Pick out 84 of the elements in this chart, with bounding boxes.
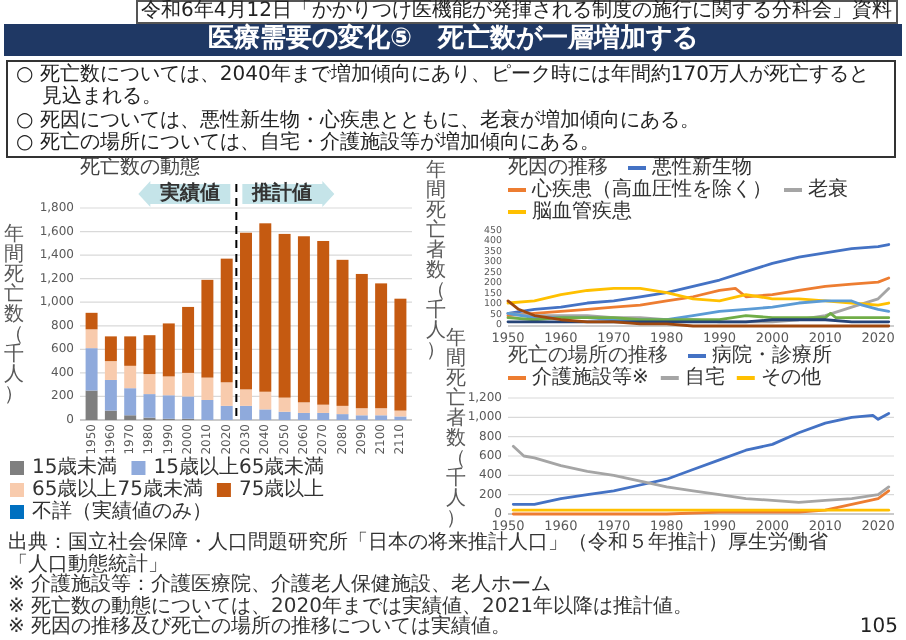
bar <box>278 397 291 412</box>
line-series <box>506 243 891 315</box>
legend-label: 病院・診療所 <box>712 343 832 367</box>
bar <box>240 405 252 420</box>
bar <box>375 408 388 416</box>
bar <box>220 382 233 406</box>
bar <box>143 335 156 375</box>
bar <box>220 258 233 383</box>
line-series <box>511 444 891 504</box>
bar <box>355 408 368 416</box>
bar <box>162 323 175 377</box>
text: ※ 介護施設等：介護医療院、介護老人保健施設、老人ホーム <box>8 574 552 596</box>
text: 推計値 <box>250 181 313 205</box>
legend-label: 脳血管疾患 <box>532 199 632 223</box>
bar <box>85 312 98 330</box>
bar <box>162 395 175 419</box>
bar <box>201 399 214 420</box>
text: 105 <box>859 616 898 638</box>
text: ○ 死因については、悪性新生物・心疾患とともに、老衰が増加傾向にある。 <box>16 109 702 132</box>
bar <box>143 374 156 395</box>
bar <box>162 376 175 396</box>
bar <box>85 329 98 349</box>
bar <box>297 412 310 420</box>
text: 医療需要の変化⑤ 死亡数が一層増加する <box>4 24 902 56</box>
chart-title: 死因の推移 <box>508 155 608 179</box>
bar <box>201 279 214 378</box>
legend-label: 15歳以上65歳未満 <box>153 455 325 479</box>
bar <box>201 377 214 400</box>
bar <box>104 410 117 420</box>
line-series <box>506 299 891 328</box>
bar <box>259 223 272 392</box>
bar <box>336 414 349 420</box>
bar <box>317 240 330 405</box>
bar <box>240 389 252 406</box>
legend-label: 75歳以上 <box>238 477 325 501</box>
line-series <box>511 412 891 506</box>
source-note: 出典：国立社会保障・人口問題研究所「日本の将来推計人口」（令和５年推計）厚生労働省「人口動態統計」 <box>8 532 830 575</box>
legend-label: 心疾患（高血圧性を除く） <box>530 177 772 201</box>
legend-label: 老衰 <box>808 177 848 201</box>
text: 実績値 <box>158 181 221 205</box>
text: 年間死亡数（千人） <box>4 223 24 405</box>
bar <box>317 412 330 420</box>
line-series <box>511 489 891 516</box>
bar <box>278 411 291 420</box>
legend-label: 介護施設等※ <box>532 365 649 389</box>
bar <box>85 348 98 391</box>
bar <box>124 365 137 389</box>
text: 年間死亡者数（千人） <box>426 159 446 361</box>
bar <box>278 233 291 398</box>
line-series <box>506 287 891 307</box>
text: 年間死亡者数（千人） <box>446 327 466 529</box>
legend-label: 不詳（実績値のみ） <box>32 499 212 523</box>
text: ※ 死亡数の動態については、2020年までは実績値、2021年以降は推計値。 <box>8 595 695 617</box>
bar <box>104 379 117 411</box>
bar <box>394 298 407 411</box>
bar <box>124 388 137 416</box>
bar <box>259 409 272 420</box>
bar <box>375 283 388 409</box>
bar <box>182 372 195 397</box>
line-series <box>506 276 891 317</box>
legend-label: 自宅 <box>684 365 725 389</box>
bar <box>355 273 368 409</box>
bar <box>297 236 310 403</box>
bar <box>85 390 98 420</box>
legend-label: 15歳未満 <box>32 455 118 479</box>
bar <box>104 336 117 362</box>
bar <box>104 361 117 380</box>
bar <box>240 232 252 390</box>
bar <box>143 394 156 418</box>
legend-label: 65歳以上75歳未満 <box>32 477 203 501</box>
chart-title: 死亡数の動態 <box>80 155 200 179</box>
chart-title: 死亡の場所の推移 <box>508 343 668 367</box>
bar <box>336 259 349 406</box>
bar <box>259 391 272 410</box>
text: ○ 死亡の場所については、自宅・介護施設等が増加傾向にある。 <box>16 131 602 155</box>
bar <box>220 405 233 420</box>
bar <box>297 402 310 413</box>
legend-label: その他 <box>760 365 821 389</box>
text: ※ 死因の推移及び死亡の場所の推移については実績値。 <box>8 616 514 639</box>
bar <box>124 336 137 366</box>
bar <box>182 306 195 373</box>
bar <box>182 396 195 419</box>
bar <box>317 404 330 413</box>
text: ○ 死亡数については、2040年まで増加傾向にあり、ピーク時には年間約170万人が死亡すると見込まれる。 <box>16 64 871 109</box>
